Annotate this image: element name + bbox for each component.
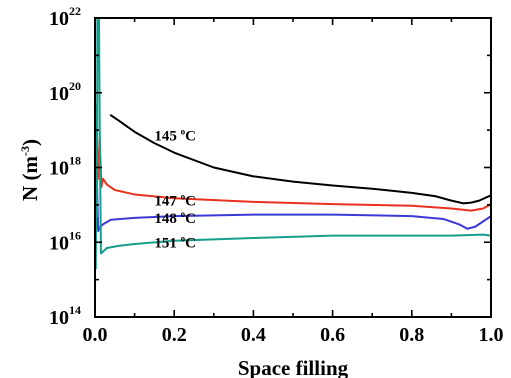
y-tick-label: 10 bbox=[49, 158, 69, 180]
series-label-unit: C bbox=[185, 193, 196, 209]
y-tick-label: 10 bbox=[49, 232, 69, 254]
x-tick-label: 0.0 bbox=[83, 324, 108, 346]
x-tick-label: 0.2 bbox=[162, 324, 187, 346]
y-axis-label: N (m-3) bbox=[18, 139, 42, 201]
series-label-temperature: 147 bbox=[154, 193, 180, 209]
series-label-degree: o bbox=[181, 191, 186, 201]
series-layer bbox=[94, 17, 492, 270]
y-tick-label-base: 10 bbox=[49, 83, 69, 105]
y-tick-label-base: 10 bbox=[49, 307, 69, 329]
y-axis-label-exponent: -3 bbox=[18, 146, 32, 156]
x-axis-label: Space filling bbox=[238, 356, 349, 378]
series-label-degree: o bbox=[181, 127, 186, 137]
series-label-temperature: 151 bbox=[154, 235, 180, 251]
series-label-4: 151 oC bbox=[154, 233, 196, 251]
y-axis-label-close: ) bbox=[18, 139, 42, 146]
series-label-degree: o bbox=[181, 209, 186, 219]
series-line-4 bbox=[94, 17, 492, 270]
y-tick-label-base: 10 bbox=[49, 8, 69, 30]
x-axis-ticks: 0.0 0.2 0.4 0.6 0.8 1.0 bbox=[83, 18, 504, 346]
y-axis-label-base: N (m bbox=[18, 156, 42, 201]
y-tick-label-exponent: 14 bbox=[69, 303, 81, 317]
y-tick-label: 10 bbox=[49, 307, 69, 329]
series-label-temperature: 148 bbox=[154, 211, 180, 227]
series-line-3 bbox=[94, 166, 492, 241]
y-tick-label: 10 bbox=[49, 8, 69, 30]
x-tick-label: 0.4 bbox=[241, 324, 266, 346]
series-label-2: 147 oC bbox=[154, 191, 196, 209]
x-tick-label: 1.0 bbox=[479, 324, 504, 346]
series-line-1 bbox=[109, 114, 492, 205]
y-tick-label-exponent: 16 bbox=[69, 228, 81, 242]
y-tick-label-exponent: 18 bbox=[69, 154, 81, 168]
series-label-unit: C bbox=[185, 129, 196, 145]
series-label-unit: C bbox=[185, 211, 196, 227]
y-tick-label-exponent: 22 bbox=[69, 4, 81, 18]
x-tick-label: 0.8 bbox=[399, 324, 424, 346]
series-label-3: 148 oC bbox=[154, 209, 196, 227]
series-label-degree: o bbox=[181, 233, 186, 243]
series-label-1: 145 oC bbox=[154, 127, 196, 145]
y-tick-label-base: 10 bbox=[49, 232, 69, 254]
y-tick-label-exponent: 20 bbox=[69, 79, 81, 93]
series-label-temperature: 145 bbox=[154, 129, 180, 145]
x-tick-label: 0.6 bbox=[320, 324, 345, 346]
y-tick-label-base: 10 bbox=[49, 158, 69, 180]
series-label-unit: C bbox=[185, 235, 196, 251]
y-tick-label: 10 bbox=[49, 83, 69, 105]
